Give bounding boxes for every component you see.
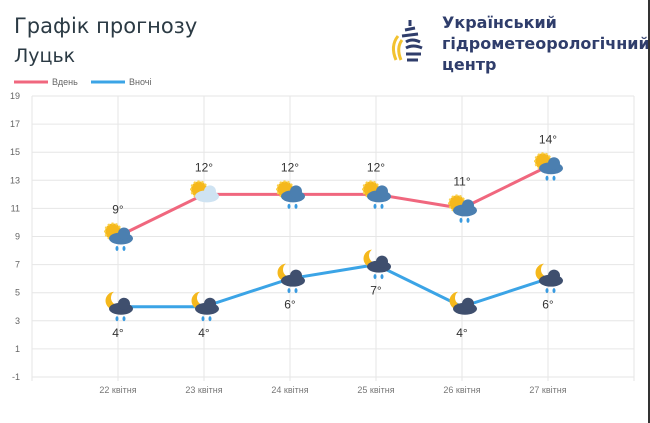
org-line: центр (442, 55, 497, 74)
y-tick-label: 15 (10, 147, 20, 157)
data-label: 14° (539, 132, 557, 146)
moon-shape (535, 263, 553, 282)
city-name: Луцьк (14, 45, 76, 67)
x-tick-label: 25 квітня (357, 385, 394, 395)
series-line-day (117, 164, 549, 238)
y-tick-label: 9 (15, 232, 20, 242)
data-label: 12° (281, 160, 299, 174)
data-label: 4° (198, 326, 210, 340)
rain-drop (552, 288, 556, 294)
moon-cloud-rain-icon (535, 263, 563, 294)
data-label: 9° (112, 203, 124, 217)
rain-drop (373, 274, 377, 280)
cloud-shape (204, 297, 216, 310)
cloud-shape (290, 269, 302, 282)
data-label: 4° (112, 326, 124, 340)
rain-drop (122, 246, 126, 251)
data-label: 6° (542, 298, 554, 312)
data-label: 4° (456, 326, 468, 340)
sun-cloud-rain-icon (104, 222, 133, 251)
series-line-night (118, 263, 549, 309)
moon-shape (191, 291, 209, 310)
x-tick-label: 27 квітня (529, 385, 566, 395)
cloud-shape (118, 227, 130, 240)
rain-drop (294, 203, 298, 209)
y-tick-label: -1 (12, 372, 20, 382)
sun-cloud-rain-icon (534, 152, 563, 181)
cloud-shape (548, 157, 560, 170)
rain-drop (208, 316, 212, 322)
cloud-shape (462, 297, 474, 310)
rain-drop (380, 203, 384, 209)
x-tick-label: 22 квітня (99, 385, 136, 395)
data-label: 12° (195, 160, 213, 174)
data-label: 12° (367, 160, 385, 174)
moon-cloud-rain-icon (277, 263, 305, 294)
moon-shape (363, 249, 381, 268)
x-tick-label: 23 квітня (185, 385, 222, 395)
rain-drop (466, 217, 470, 223)
rain-drop (287, 203, 291, 209)
data-label: 11° (453, 174, 470, 188)
sun-cloud-rain-icon (362, 180, 391, 209)
x-tick-label: 26 квітня (443, 385, 480, 395)
cloud-shape (290, 185, 302, 198)
y-tick-label: 17 (10, 119, 20, 129)
rain-drop (373, 203, 377, 209)
moon-cloud-rain-icon (191, 291, 219, 322)
ugmc-logo-icon (391, 20, 423, 62)
moon-cloud-icon (449, 291, 477, 315)
data-label: 7° (370, 284, 382, 298)
rain-drop (380, 274, 384, 280)
y-tick-label: 5 (15, 288, 20, 298)
y-tick-label: 7 (15, 260, 20, 270)
rain-drop (294, 288, 298, 294)
y-tick-label: 1 (15, 344, 20, 354)
rain-drop (552, 175, 556, 181)
sun-cloud-rain-icon (276, 180, 305, 209)
y-tick-label: 13 (10, 175, 20, 185)
rain-drop (545, 288, 549, 294)
y-tick-label: 11 (11, 203, 20, 213)
rain-drop (122, 316, 126, 322)
organization-name: Український гідрометеорологічний центр (442, 12, 650, 75)
org-line: Український (442, 13, 557, 32)
moon-shape (277, 263, 295, 282)
y-tick-label: 19 (10, 91, 20, 101)
cloud-shape (376, 255, 388, 268)
rain-drop (115, 246, 119, 251)
cloud-shape (118, 297, 130, 310)
moon-shape (449, 291, 467, 310)
page-title: Графік прогнозу (14, 14, 198, 38)
rain-drop (287, 288, 291, 294)
cloud-shape (204, 185, 216, 198)
cloud-shape (548, 269, 560, 282)
legend-label: Вдень (52, 77, 78, 87)
data-label: 6° (284, 298, 296, 312)
moon-shape (105, 291, 123, 310)
cloud-shape (376, 185, 388, 198)
moon-cloud-rain-icon (363, 249, 391, 280)
org-line: гідрометеорологічний (442, 34, 650, 53)
rain-drop (459, 217, 463, 223)
sun-cloud-rain-icon (448, 194, 477, 223)
x-tick-label: 24 квітня (271, 385, 308, 395)
cloud-shape (462, 199, 474, 212)
rain-drop (115, 316, 119, 322)
legend-label: Вночі (129, 77, 151, 87)
rain-drop (201, 316, 205, 322)
rain-drop (545, 175, 549, 181)
y-tick-label: 3 (15, 316, 20, 326)
moon-cloud-rain-icon (105, 291, 133, 322)
sun-cloud-icon (190, 180, 219, 203)
